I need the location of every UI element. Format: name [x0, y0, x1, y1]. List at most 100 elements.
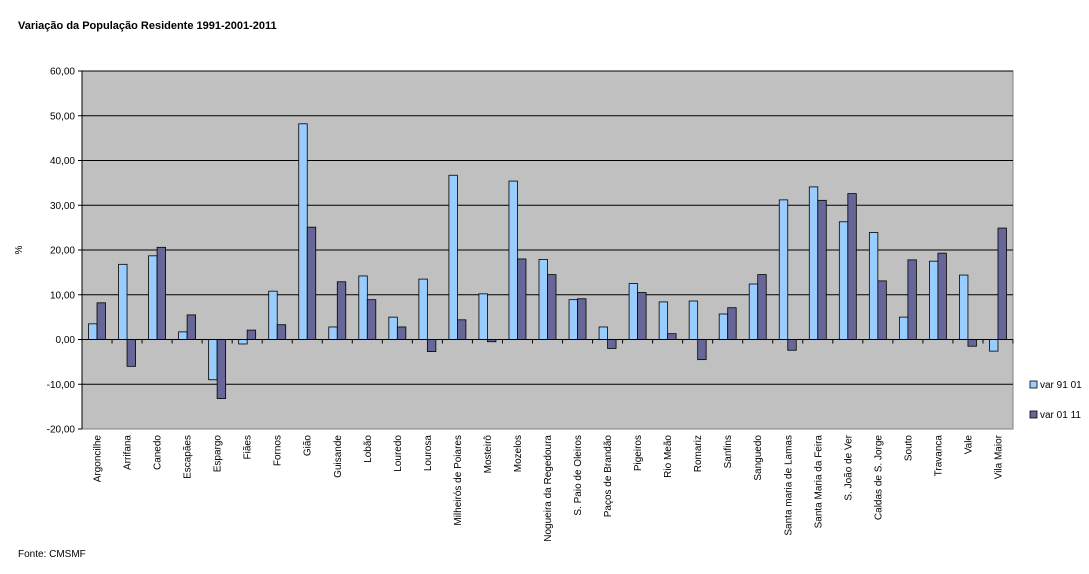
- y-tick-label: 10,00: [50, 290, 75, 301]
- bar-series-1: [868, 232, 879, 340]
- bar-series-2: [637, 292, 647, 340]
- category-label: Pigeiros: [633, 435, 644, 471]
- bar-series-1: [658, 301, 669, 340]
- bar-series-2: [997, 227, 1007, 340]
- bar-series-1: [598, 326, 608, 340]
- category-label: Vale: [963, 435, 974, 455]
- bar-series-1: [838, 221, 849, 340]
- bar-series-1: [568, 299, 578, 340]
- bar-series-1: [88, 323, 98, 340]
- category-label: Arrifana: [123, 435, 134, 470]
- y-axis-label: %: [14, 245, 25, 254]
- bar-series-2: [967, 339, 977, 347]
- y-tick-label: 60,00: [50, 67, 75, 78]
- bar-series-2: [577, 298, 587, 340]
- bar-series-1: [688, 300, 699, 340]
- axes: [78, 70, 1014, 430]
- bar-series-2: [186, 314, 197, 340]
- bar-series-2: [697, 339, 707, 361]
- bar-series-1: [989, 339, 999, 352]
- bar-series-1: [508, 180, 518, 340]
- bar-series-1: [628, 283, 638, 340]
- category-label: Lobão: [363, 435, 374, 463]
- category-label: Sanfins: [723, 435, 734, 468]
- bar-series-1: [959, 274, 969, 340]
- bar-series-2: [426, 339, 437, 352]
- y-tick-label: -10,00: [47, 380, 76, 391]
- category-label: Romariz: [693, 435, 704, 472]
- bar-series-1: [418, 278, 428, 340]
- bar-series-2: [937, 252, 947, 340]
- category-labels: Argoncilhe Arrifana Canedo Escapães Espargo F…: [93, 434, 1005, 541]
- y-tick-label: 0,00: [56, 335, 76, 346]
- bar-series-2: [907, 259, 917, 340]
- chart-title: Variação da População Residente 1991-200…: [18, 20, 277, 32]
- bar-series-2: [667, 333, 677, 340]
- category-label: Rio Meão: [663, 435, 674, 478]
- bar-series-2: [96, 302, 106, 340]
- bar-series-1: [298, 123, 308, 340]
- legend-swatch: [1029, 380, 1038, 389]
- bar-series-1: [748, 283, 759, 340]
- bar-series-2: [156, 246, 166, 340]
- legend-label: var 91 01: [1040, 380, 1082, 391]
- category-label: Guisande: [333, 435, 344, 478]
- bar-series-2: [246, 329, 257, 340]
- category-label: Mosteirô: [483, 435, 494, 474]
- legend-swatch: [1029, 410, 1038, 419]
- y-tick-label: -20,00: [47, 425, 76, 436]
- legend-label: var 01 11: [1040, 410, 1081, 421]
- category-label: Louredo: [393, 435, 404, 472]
- category-label: S. João de Ver: [843, 434, 854, 500]
- y-tick-labels: -20,00 -10,00 0,00 10,00 20,00 30,00 40,00 50,0…: [47, 67, 76, 436]
- bar-series-1: [718, 313, 729, 340]
- category-label: Argoncilhe: [93, 435, 104, 483]
- y-tick-label: 20,00: [50, 246, 75, 257]
- category-label: Nogueira da Regedoura: [543, 435, 554, 542]
- bar-series-1: [808, 186, 819, 340]
- category-label: Espargo: [213, 435, 224, 473]
- bar-series-2: [787, 339, 797, 351]
- bar-series-1: [478, 293, 488, 340]
- bar-series-2: [517, 258, 527, 340]
- bar-series-2: [126, 339, 136, 367]
- bar-series-1: [358, 275, 368, 340]
- bar-series-2: [366, 299, 377, 340]
- bar-series-2: [727, 307, 737, 340]
- y-tick-label: 30,00: [50, 201, 75, 212]
- bar-series-1: [929, 260, 939, 340]
- bar-series-1: [388, 316, 398, 340]
- category-label: Caldas de S. Jorge: [873, 435, 884, 520]
- category-label: Gião: [303, 435, 314, 457]
- bar-series-2: [457, 319, 467, 340]
- category-label: Milheirós de Poiares: [453, 435, 464, 526]
- category-label: Fiães: [243, 435, 254, 459]
- category-label: Canedo: [153, 435, 164, 470]
- category-label: Travanca: [933, 435, 944, 477]
- bar-series-1: [538, 258, 548, 340]
- y-tick-label: 40,00: [50, 156, 75, 167]
- category-label: Fornos: [273, 435, 284, 466]
- category-label: Sanguedo: [753, 435, 764, 481]
- category-label: S. Paio de Oleiros: [573, 435, 584, 516]
- bar-series-2: [336, 281, 347, 340]
- bar-series-1: [448, 174, 458, 340]
- bar-series-1: [328, 326, 338, 340]
- bar-series-2: [877, 280, 887, 340]
- bar-series-2: [396, 326, 407, 340]
- source-note: Fonte: CMSMF: [18, 549, 86, 560]
- category-label: Souto: [903, 435, 914, 462]
- bar-series-1: [898, 316, 909, 340]
- bar-series-1: [268, 290, 278, 340]
- category-label: Santa maria de Lamas: [783, 435, 794, 536]
- y-tick-label: 50,00: [50, 111, 75, 122]
- bar-series-2: [306, 226, 317, 340]
- bar-series-1: [778, 199, 789, 340]
- bar-series-2: [847, 193, 857, 340]
- bar-series-1: [178, 331, 188, 340]
- category-label: Mozelos: [513, 435, 524, 472]
- bar-series-1: [118, 263, 128, 340]
- bar-series-2: [276, 324, 287, 340]
- category-label: Lourosa: [423, 435, 434, 472]
- bar-series-1: [208, 339, 218, 381]
